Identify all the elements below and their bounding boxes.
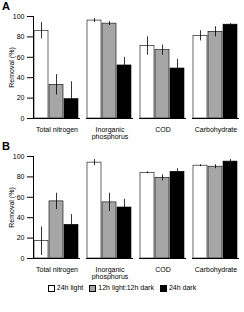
svg-text:Total nitrogen: Total nitrogen	[36, 126, 78, 134]
svg-text:COD: COD	[155, 126, 171, 133]
svg-text:20: 20	[17, 94, 25, 101]
svg-text:Removal (%): Removal (%)	[8, 187, 16, 227]
svg-text:Removal (%): Removal (%)	[8, 47, 16, 87]
svg-text:100: 100	[13, 153, 25, 160]
html-text:24h light: 24h light	[56, 284, 84, 292]
html-text:A: A	[2, 0, 10, 12]
svg-text:100: 100	[13, 13, 25, 20]
svg-text:40: 40	[17, 74, 25, 81]
svg-text:0: 0	[21, 255, 25, 262]
svg-text:80: 80	[17, 173, 25, 180]
svg-text:COD: COD	[155, 266, 171, 273]
svg-text:60: 60	[17, 194, 25, 201]
svg-text:60: 60	[17, 54, 25, 61]
svg-text:Inorganicphosphorus: Inorganicphosphorus	[92, 266, 129, 280]
svg-text:80: 80	[17, 33, 25, 40]
html-text:24h dark: 24h dark	[168, 284, 197, 292]
svg-text:0: 0	[21, 115, 25, 122]
svg-text:Carbohydrate: Carbohydrate	[195, 266, 238, 274]
html-text:12h light:12h dark: 12h light:12h dark	[98, 284, 154, 292]
svg-text:40: 40	[17, 214, 25, 221]
svg-text:Inorganicphosphorus: Inorganicphosphorus	[92, 126, 129, 140]
svg-text:Carbohydrate: Carbohydrate	[195, 126, 238, 134]
svg-text:Total nitrogen: Total nitrogen	[36, 266, 78, 274]
html-text:B: B	[2, 140, 10, 152]
svg-text:20: 20	[17, 234, 25, 241]
